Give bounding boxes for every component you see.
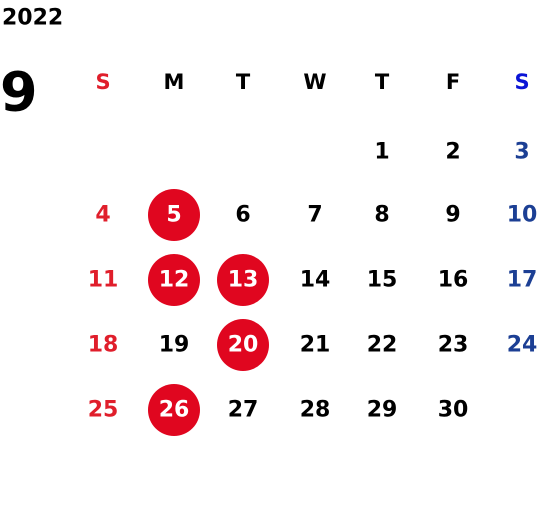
day-number: 22 [367, 333, 398, 358]
day-number: 30 [438, 398, 469, 423]
day-number: 25 [88, 398, 119, 423]
day-number: 3 [514, 140, 529, 165]
day-number: 17 [507, 268, 538, 293]
day-number: 26 [159, 398, 190, 423]
day-number: 14 [300, 268, 331, 293]
day-number: 2 [445, 140, 460, 165]
day-number: 8 [374, 203, 389, 228]
day-number: 16 [438, 268, 469, 293]
weekday-header: T [236, 70, 251, 94]
weekday-header: M [164, 70, 185, 94]
day-number: 4 [95, 203, 110, 228]
weekday-header: T [375, 70, 390, 94]
day-number: 10 [507, 203, 538, 228]
day-number: 20 [228, 333, 259, 358]
day-number: 11 [88, 268, 119, 293]
weekday-header: S [514, 70, 529, 94]
weekday-header: S [95, 70, 110, 94]
day-number: 18 [88, 333, 119, 358]
day-number: 24 [507, 333, 538, 358]
day-number: 12 [159, 268, 190, 293]
day-number: 29 [367, 398, 398, 423]
day-number: 7 [307, 203, 322, 228]
day-number: 23 [438, 333, 469, 358]
day-number: 28 [300, 398, 331, 423]
day-number: 19 [159, 333, 190, 358]
day-number: 15 [367, 268, 398, 293]
day-number: 1 [374, 140, 389, 165]
weekday-header: W [303, 70, 326, 94]
day-number: 9 [445, 203, 460, 228]
highlight-circle [148, 189, 200, 241]
highlight-circle [217, 319, 269, 371]
highlight-circle [217, 254, 269, 306]
month: 9 [0, 61, 38, 124]
highlight-circle [148, 254, 200, 306]
day-number: 13 [228, 268, 259, 293]
highlight-circle [148, 384, 200, 436]
year: 2022 [2, 6, 63, 31]
day-number: 6 [235, 203, 250, 228]
weekday-header: F [446, 70, 460, 94]
day-number: 27 [228, 398, 259, 423]
day-number: 5 [166, 203, 181, 228]
day-number: 21 [300, 333, 331, 358]
